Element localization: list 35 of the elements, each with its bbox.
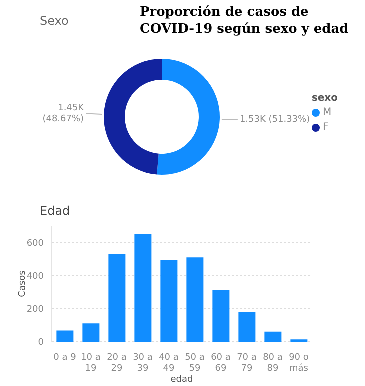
x-tick-label: 80 a 89 <box>263 353 283 374</box>
x-tick-label: 70 a 79 <box>237 353 257 374</box>
x-tick-label: 40 a 49 <box>159 353 179 374</box>
x-tick-label: 0 a 9 <box>54 353 77 363</box>
y-axis-title: Casos <box>18 270 28 298</box>
bar <box>134 234 152 342</box>
data-label: 1.45K (48.67%) <box>42 104 86 126</box>
legend-label: F <box>322 122 329 133</box>
x-tick-label: 50 a 59 <box>185 353 205 374</box>
x-tick-label: 20 a 29 <box>107 353 127 374</box>
x-tick-label: 60 a 69 <box>211 353 231 374</box>
chart-subtitle: Sexo <box>40 14 69 28</box>
donut-slice <box>104 59 162 175</box>
legend-label: M <box>322 107 332 118</box>
y-tick-label: 600 <box>26 238 44 249</box>
bar <box>238 312 256 342</box>
donut-slice <box>157 59 220 175</box>
bar <box>212 290 230 342</box>
bar <box>264 332 282 342</box>
y-tick-label: 200 <box>26 305 44 316</box>
x-axis-title: edad <box>170 375 194 385</box>
x-tick-label: 30 a 39 <box>133 353 153 374</box>
chart-title: Proporción de casos de COVID-19 según sexo y edad <box>140 4 350 38</box>
x-tick-label: 90 o más <box>289 353 310 374</box>
bar <box>82 324 100 342</box>
bar <box>108 254 126 342</box>
bar <box>160 260 178 342</box>
legend-title: sexo <box>312 93 338 104</box>
y-tick-label: 400 <box>26 272 44 282</box>
bar <box>56 330 74 342</box>
data-label: 1.53K (51.33%) <box>240 115 310 126</box>
chart-title: Edad <box>40 204 70 218</box>
x-tick-label: 10 a 19 <box>81 353 101 374</box>
bar <box>186 258 204 342</box>
y-tick-label: 0 <box>38 338 44 348</box>
